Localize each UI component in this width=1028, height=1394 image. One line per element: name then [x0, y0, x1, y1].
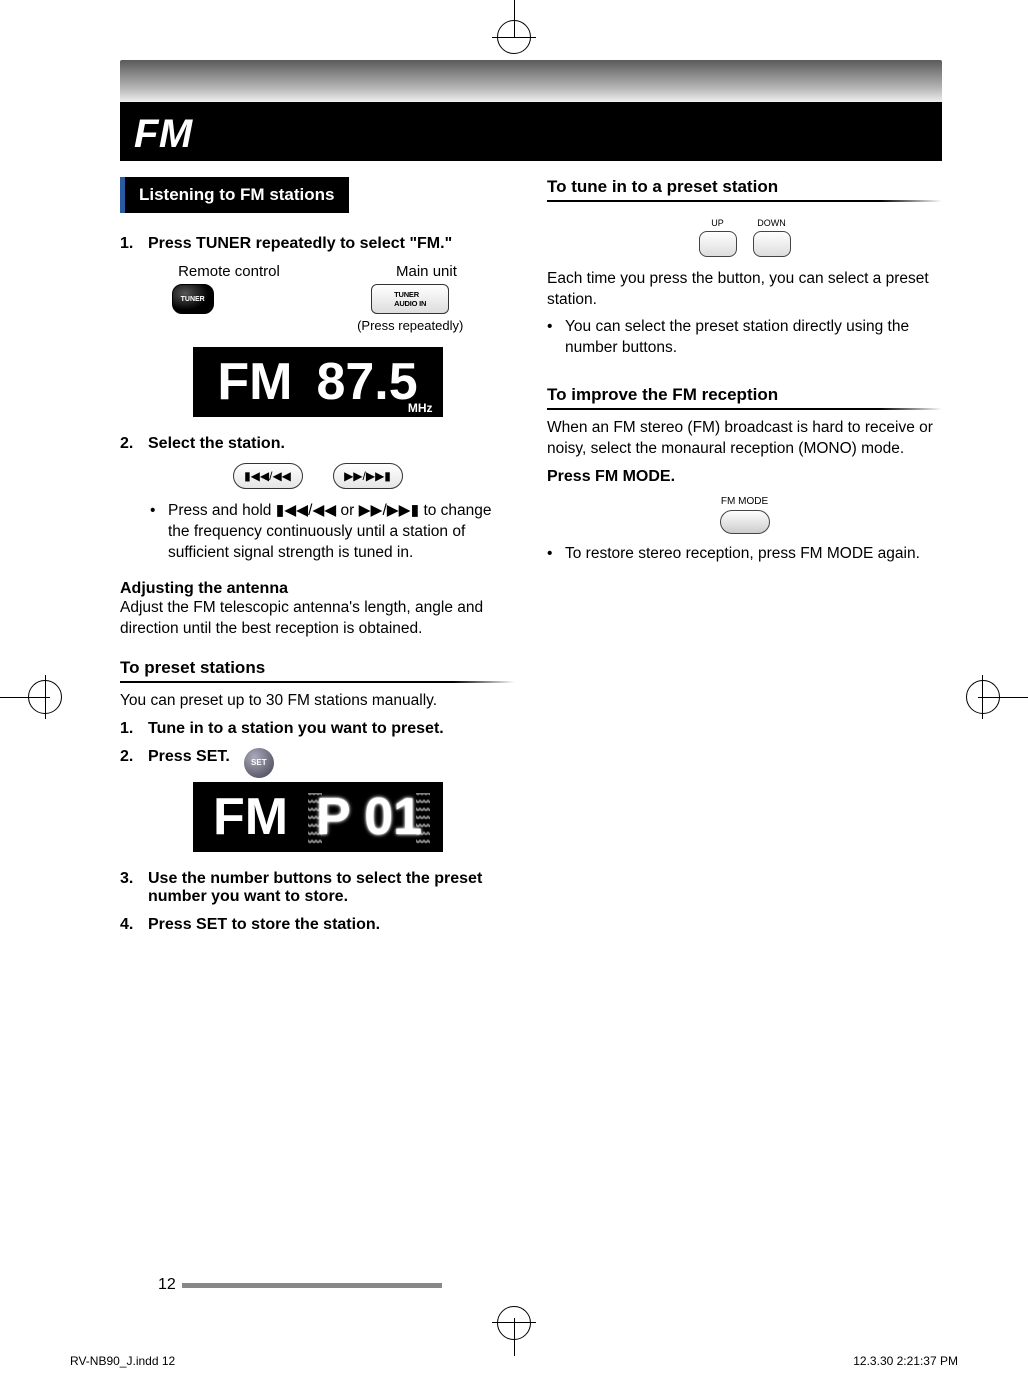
step-text: Select the station. [148, 435, 285, 453]
print-footer: RV-NB90_J.indd 12 12.3.30 2:21:37 PM [70, 1354, 958, 1368]
main-btn-line1: TUNER [394, 290, 426, 299]
step2-bullet: • Press and hold ▮◀◀/◀◀ or ▶▶/▶▶▮ to cha… [150, 501, 515, 564]
seek-prev-icon: ▮◀◀/◀◀ [233, 463, 303, 489]
fm-mode-button-icon [720, 510, 770, 534]
tuner-main-button-icon: TUNER AUDIO IN [371, 284, 449, 314]
lcd-display-1: FM 87.5 MHz [193, 347, 443, 417]
fm-mode-label: FM MODE [721, 496, 768, 507]
tune-bullet: • You can select the preset station dire… [547, 317, 942, 359]
step-text: Press SET to store the station. [148, 916, 380, 934]
set-button-icon: SET [244, 748, 274, 778]
improve-body: When an FM stereo (FM) broadcast is hard… [547, 418, 942, 460]
step-text: Press TUNER repeatedly to select "FM." [148, 235, 452, 253]
fm-mode-button-group: FM MODE [547, 496, 942, 534]
lcd-unit: MHz [408, 401, 433, 415]
lcd2-preset: P 01 [316, 787, 422, 847]
right-column: To tune in to a preset station UP DOWN E… [547, 177, 942, 944]
preset-heading: To preset stations [120, 658, 515, 683]
footer-left: RV-NB90_J.indd 12 [70, 1354, 175, 1368]
footer-right: 12.3.30 2:21:37 PM [853, 1354, 958, 1368]
preset-intro: You can preset up to 30 FM stations manu… [120, 691, 515, 712]
page-number: 12 [158, 1276, 176, 1294]
step-1: 1. Press TUNER repeatedly to select "FM.… [120, 235, 515, 253]
step-number: 2. [120, 435, 140, 453]
press-repeatedly-label: (Press repeatedly) [357, 318, 463, 333]
bullet-dot: • [547, 544, 557, 565]
up-label: UP [711, 218, 724, 228]
step-number: 1. [120, 720, 140, 738]
preset-step-2: 2. Press SET. SET [120, 748, 515, 778]
preset-step-3: 3. Use the number buttons to select the … [120, 870, 515, 906]
step-number: 4. [120, 916, 140, 934]
bullet-dot: • [150, 501, 160, 564]
tune-preset-heading: To tune in to a preset station [547, 177, 942, 202]
up-down-buttons: UP DOWN [547, 218, 942, 257]
lcd2-fm: FM [213, 787, 288, 847]
main-btn-line2: AUDIO IN [394, 299, 426, 308]
adjust-antenna-body: Adjust the FM telescopic antenna's lengt… [120, 598, 515, 640]
step-text: Press SET. [148, 748, 230, 778]
control-labels: Remote control Main unit [120, 263, 515, 280]
step-number: 3. [120, 870, 140, 906]
bullet-text: Press and hold ▮◀◀/◀◀ or ▶▶/▶▶▮ to chang… [168, 501, 515, 564]
remote-control-label: Remote control [178, 263, 280, 280]
step-2: 2. Select the station. [120, 435, 515, 453]
lcd-display-2: FM P 01 [193, 782, 443, 852]
step-text: Tune in to a station you want to preset. [148, 720, 444, 738]
main-unit-label: Main unit [396, 263, 457, 280]
restore-bullet: • To restore stereo reception, press FM … [547, 544, 942, 565]
control-buttons: TUNER TUNER AUDIO IN (Press repeatedly) [120, 284, 515, 333]
preset-step-4: 4. Press SET to store the station. [120, 916, 515, 934]
step-number: 1. [120, 235, 140, 253]
page-content: FM Listening to FM stations 1. Press TUN… [120, 60, 942, 1294]
lcd-frequency: 87.5 [316, 352, 417, 412]
step-text: Use the number buttons to select the pre… [148, 870, 515, 906]
bullet-text: You can select the preset station direct… [565, 317, 942, 359]
bullet-text: To restore stereo reception, press FM MO… [565, 544, 920, 565]
bullet-dot: • [547, 317, 557, 359]
left-column: Listening to FM stations 1. Press TUNER … [120, 177, 515, 944]
tuner-btn-text: TUNER [181, 296, 205, 303]
seek-next-icon: ▶▶/▶▶▮ [333, 463, 403, 489]
page-number-rule [182, 1283, 442, 1288]
down-button-icon [753, 231, 791, 257]
lcd-fm: FM [217, 352, 292, 412]
subsection-chip: Listening to FM stations [120, 177, 349, 213]
section-title-bar: FM [120, 102, 942, 161]
tune-body: Each time you press the button, you can … [547, 269, 942, 311]
section-title: FM [134, 112, 928, 157]
seek-buttons: ▮◀◀/◀◀ ▶▶/▶▶▮ [120, 463, 515, 489]
improve-heading: To improve the FM reception [547, 385, 942, 410]
preset-step-1: 1. Tune in to a station you want to pres… [120, 720, 515, 738]
tuner-remote-button-icon: TUNER [172, 284, 214, 314]
down-label: DOWN [757, 218, 786, 228]
header-gradient-bar [120, 60, 942, 106]
step-number: 2. [120, 748, 140, 778]
up-button-icon [699, 231, 737, 257]
adjust-antenna-heading: Adjusting the antenna [120, 580, 515, 598]
press-fm-mode: Press FM MODE. [547, 468, 942, 486]
